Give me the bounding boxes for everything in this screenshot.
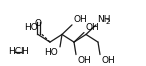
Text: NH: NH <box>97 15 111 24</box>
Text: HCl: HCl <box>8 47 24 56</box>
Text: 2: 2 <box>106 19 110 25</box>
Text: O: O <box>34 19 41 28</box>
Text: OH: OH <box>101 56 115 64</box>
Text: H: H <box>21 47 28 56</box>
Text: OH: OH <box>73 15 87 24</box>
Text: HO: HO <box>24 23 38 32</box>
Text: OH: OH <box>77 56 91 64</box>
Text: HO: HO <box>44 48 58 57</box>
Text: OH: OH <box>85 23 99 32</box>
